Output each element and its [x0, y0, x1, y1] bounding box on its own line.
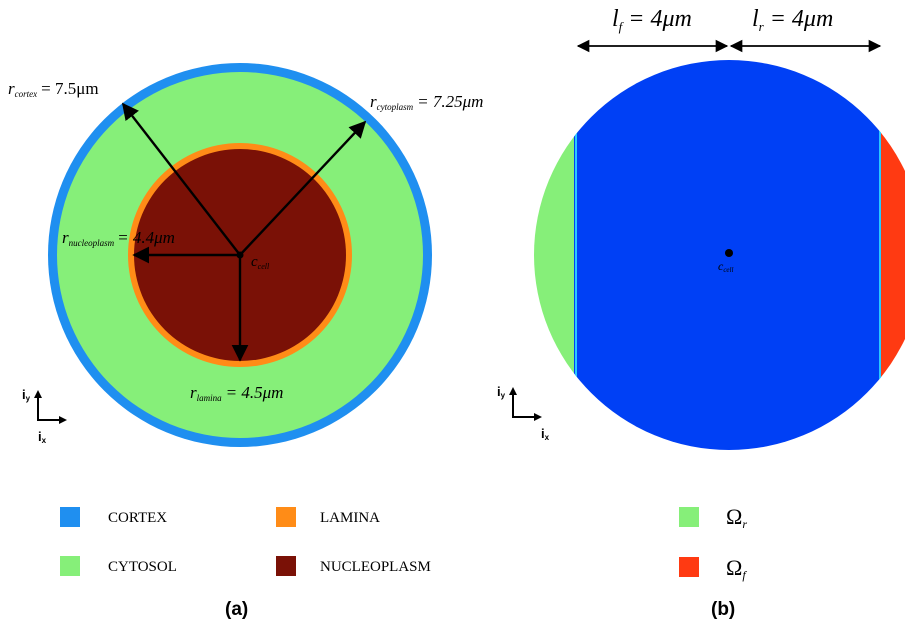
- svg-text:iy: iy: [497, 384, 506, 400]
- r-nucleoplasm-label: rnucleoplasm = 4.4μm: [62, 228, 175, 248]
- center-point-b: [725, 249, 733, 257]
- r-cytoplasm-arrow: [239, 120, 367, 256]
- svg-text:CYTOSOL: CYTOSOL: [108, 559, 177, 575]
- legend-item-nucleoplasm: NUCLEOPLASM: [276, 556, 431, 576]
- svg-text:LAMINA: LAMINA: [320, 510, 380, 526]
- caption-b: (b): [711, 599, 735, 620]
- panel-b: ccell lf = 4μm lr = 4μm iy ix: [497, 6, 905, 450]
- center-point-a: [236, 251, 244, 259]
- omega-f-region: [881, 60, 905, 450]
- legend-item-omega-r: Ωr: [679, 504, 747, 531]
- legend-item-lamina: LAMINA: [276, 507, 380, 527]
- caption-a: (a): [225, 599, 248, 620]
- svg-text:NUCLEOPLASM: NUCLEOPLASM: [320, 559, 431, 575]
- omega-r-region: [534, 60, 578, 450]
- r-lamina-label: rlamina = 4.5μm: [190, 383, 283, 403]
- lr-label: lr = 4μm: [752, 6, 833, 34]
- r-cytoplasm-label: rcytoplasm = 7.25μm: [370, 92, 483, 112]
- legend-item-cortex: CORTEX: [60, 507, 167, 527]
- panel-a: rcortex = 7.5μm rcytoplasm = 7.25μm rnucle…: [8, 63, 483, 447]
- r-cortex-arrow: [121, 102, 241, 256]
- axes-indicator-b: iy ix: [497, 384, 550, 442]
- svg-text:iy: iy: [22, 387, 31, 403]
- legend-item-omega-f: Ωf: [679, 555, 747, 582]
- svg-text:ix: ix: [541, 426, 550, 442]
- c-cell-label-a: ccell: [251, 254, 270, 271]
- legend: CORTEX CYTOSOL LAMINA NUCLEOPLASM Ωr Ωf: [60, 504, 747, 582]
- svg-text:Ωr: Ωr: [726, 504, 747, 531]
- lf-label: lf = 4μm: [612, 6, 692, 34]
- legend-item-cytosol: CYTOSOL: [60, 556, 177, 576]
- svg-text:CORTEX: CORTEX: [108, 510, 167, 526]
- c-cell-label-b: ccell: [718, 259, 733, 274]
- r-cortex-label: rcortex = 7.5μm: [8, 79, 99, 99]
- axes-indicator-a: iy ix: [22, 387, 67, 445]
- svg-text:Ωf: Ωf: [726, 555, 747, 582]
- svg-text:ix: ix: [38, 429, 47, 445]
